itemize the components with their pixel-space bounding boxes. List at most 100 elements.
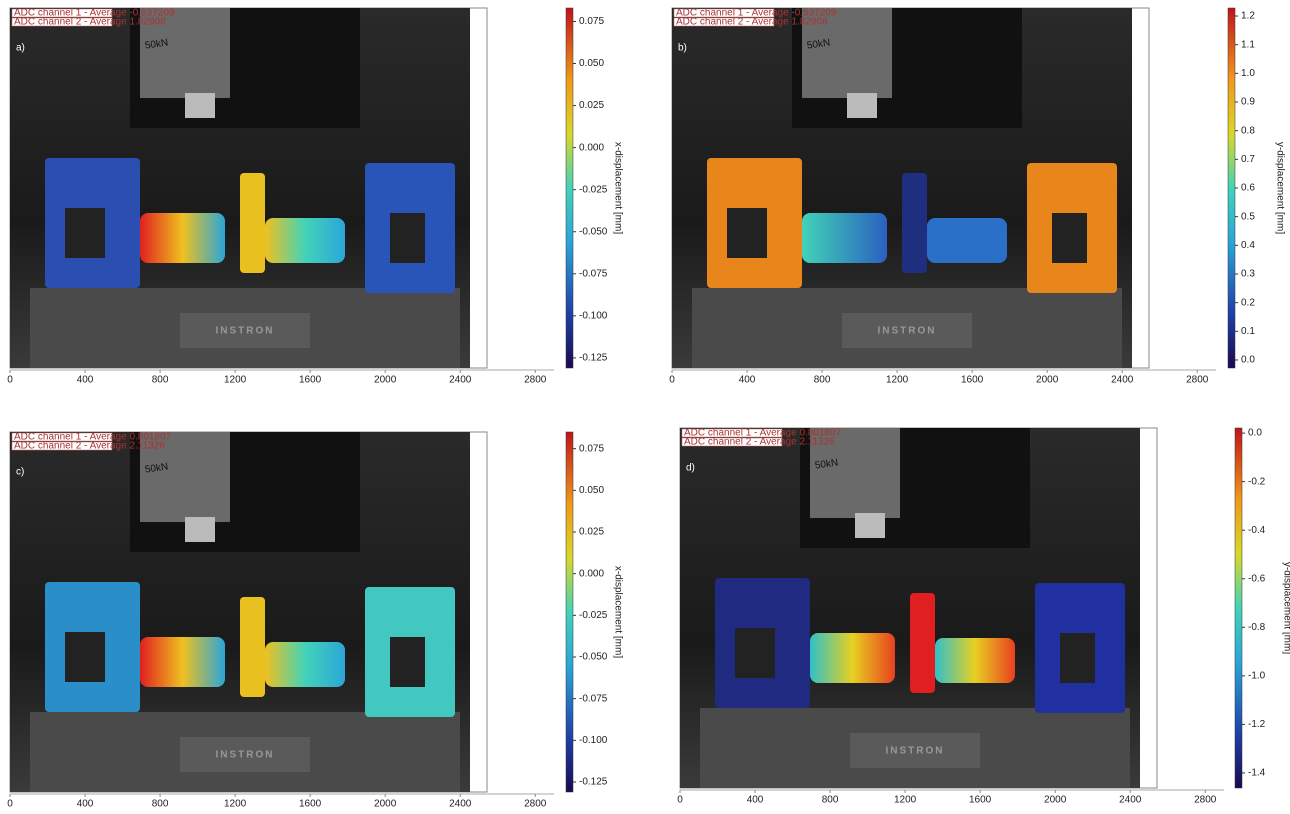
specimen-field	[140, 213, 225, 263]
colorbar-label: x-displacement [mm]	[612, 566, 623, 658]
colorbar-tick-label: 0.025	[579, 527, 604, 538]
x-tick-label: 0	[669, 375, 675, 386]
x-tick-label: 1200	[224, 375, 247, 386]
panel-label: d)	[686, 463, 695, 474]
colorbar-label: x-displacement [mm]	[612, 142, 623, 234]
left-grip-window	[65, 632, 105, 682]
left-grip-window	[727, 208, 767, 258]
colorbar-tick-label: 0.4	[1241, 240, 1255, 251]
center-block-field	[910, 593, 935, 693]
colorbar-tick-label: 1.1	[1241, 39, 1255, 50]
colorbar-tick-label: 0.000	[579, 142, 604, 153]
colorbar-tick-label: -0.075	[579, 693, 608, 704]
colorbar-tick-label: 0.050	[579, 58, 604, 69]
figure: 50kNINSTRONADC channel 1 - Average -0.53…	[0, 0, 1290, 814]
colorbar-label: y-displacement [mm]	[1274, 142, 1285, 234]
x-tick-label: 2000	[374, 375, 397, 386]
x-tick-label: 2400	[1119, 795, 1142, 806]
warning-sign	[855, 513, 885, 538]
right-grip-window	[390, 637, 425, 687]
specimen-field	[810, 633, 895, 683]
colorbar-tick-label: 0.3	[1241, 269, 1255, 280]
x-tick-label: 2400	[449, 375, 472, 386]
x-tick-label: 1600	[299, 799, 322, 810]
colorbar-tick-label: 0.1	[1241, 326, 1255, 337]
colorbar-tick-label: -0.125	[579, 353, 608, 364]
colorbar	[1235, 428, 1242, 788]
colorbar-tick-label: -0.050	[579, 226, 608, 237]
colorbar-tick-label: 0.6	[1241, 183, 1255, 194]
adc-text: ADC channel 2 - Average 2.11326	[684, 437, 835, 448]
right-grip-window	[1060, 633, 1095, 683]
x-tick-label: 1200	[224, 799, 247, 810]
adc-text: ADC channel 2 - Average 2.11326	[14, 441, 165, 452]
specimen-field	[140, 637, 225, 687]
x-tick-label: 400	[747, 795, 764, 806]
colorbar-tick-label: 1.2	[1241, 11, 1255, 22]
x-tick-label: 400	[77, 375, 94, 386]
right-grip-window	[1052, 213, 1087, 263]
panel-label: c)	[16, 467, 24, 478]
center-block-field	[240, 597, 265, 697]
x-tick-label: 2400	[1111, 375, 1134, 386]
colorbar-tick-label: -0.025	[579, 184, 608, 195]
x-tick-label: 400	[739, 375, 756, 386]
x-tick-label: 2800	[1194, 795, 1217, 806]
colorbar-label: y-displacement [mm]	[1281, 562, 1290, 654]
colorbar-tick-label: -0.8	[1248, 622, 1266, 633]
x-tick-label: 0	[7, 799, 13, 810]
x-tick-label: 0	[677, 795, 683, 806]
x-tick-label: 1600	[969, 795, 992, 806]
warning-sign	[185, 93, 215, 118]
photo-text: INSTRON	[216, 326, 275, 337]
x-tick-label: 2000	[374, 799, 397, 810]
photo-text: INSTRON	[216, 750, 275, 761]
x-tick-label: 1200	[886, 375, 909, 386]
photo-text: INSTRON	[886, 746, 945, 757]
center-block-field	[902, 173, 927, 273]
colorbar-tick-label: 0.050	[579, 485, 604, 496]
right-grip-window	[390, 213, 425, 263]
left-grip-window	[65, 208, 105, 258]
colorbar-tick-label: 0.0	[1241, 355, 1255, 366]
specimen-field	[802, 213, 887, 263]
photo-text: INSTRON	[878, 326, 937, 337]
colorbar-tick-label: 0.025	[579, 100, 604, 111]
colorbar-tick-label: -0.100	[579, 310, 608, 321]
specimen-field	[265, 218, 345, 263]
x-tick-label: 2400	[449, 799, 472, 810]
center-block-field	[240, 173, 265, 273]
colorbar-tick-label: -0.100	[579, 735, 608, 746]
x-tick-label: 2000	[1044, 795, 1067, 806]
x-tick-label: 800	[152, 375, 169, 386]
x-tick-label: 2800	[1186, 375, 1209, 386]
specimen-field	[935, 638, 1015, 683]
colorbar-tick-label: -1.4	[1248, 768, 1266, 779]
adc-text: ADC channel 2 - Average 1.82908	[14, 17, 166, 28]
colorbar-tick-label: -0.2	[1248, 476, 1266, 487]
colorbar-tick-label: 0.8	[1241, 125, 1255, 136]
colorbar-tick-label: 0.075	[579, 443, 604, 454]
colorbar-tick-label: -0.125	[579, 777, 608, 788]
specimen-field	[265, 642, 345, 687]
x-tick-label: 0	[7, 375, 13, 386]
panel: 50kNINSTRONADC channel 1 - Average -0.53…	[669, 8, 1285, 386]
panel-label: a)	[16, 43, 25, 54]
panel-label: b)	[678, 43, 687, 54]
colorbar-tick-label: -1.0	[1248, 670, 1266, 681]
colorbar-tick-label: -0.025	[579, 610, 608, 621]
colorbar-tick-label: -0.4	[1248, 525, 1266, 536]
colorbar-tick-label: 0.0	[1248, 428, 1262, 439]
specimen-field	[927, 218, 1007, 263]
x-tick-label: 800	[814, 375, 831, 386]
colorbar-tick-label: 0.075	[579, 16, 604, 27]
colorbar	[566, 432, 573, 792]
x-tick-label: 1600	[961, 375, 984, 386]
warning-sign	[185, 517, 215, 542]
colorbar	[1228, 8, 1235, 368]
x-tick-label: 800	[822, 795, 839, 806]
colorbar-tick-label: 0.2	[1241, 297, 1255, 308]
colorbar-tick-label: 1.0	[1241, 68, 1255, 79]
x-tick-label: 1600	[299, 375, 322, 386]
